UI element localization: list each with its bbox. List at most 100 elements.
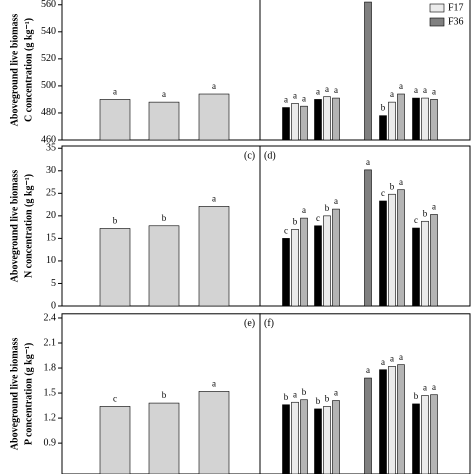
significance-letter: a: [162, 89, 166, 99]
bar: [99, 99, 131, 141]
significance-letter: a: [414, 85, 418, 95]
significance-letter: a: [302, 205, 306, 215]
bar: [397, 364, 405, 474]
bar: [379, 115, 387, 141]
panel-label: (f): [264, 318, 274, 329]
y-tick-label: 520: [41, 53, 56, 64]
legend-swatch: [429, 3, 445, 13]
significance-letter: b: [162, 213, 167, 223]
y-tick-label: 0: [51, 300, 56, 311]
y-tick-label: 30: [46, 165, 56, 176]
bar: [198, 93, 230, 141]
significance-letter: a: [113, 86, 117, 96]
significance-letter: b: [325, 203, 330, 213]
bar: [314, 408, 322, 474]
significance-letter: a: [399, 352, 403, 362]
significance-letter: a: [212, 193, 216, 203]
significance-letter: b: [381, 103, 386, 113]
bar: [332, 208, 340, 307]
significance-letter: a: [432, 382, 436, 392]
y-tick-label: 2.4: [44, 312, 57, 323]
legend-swatch: [429, 17, 445, 27]
y-axis-title: Aboveground live biomass: [9, 337, 20, 450]
panel: 460 480 500 520 540 560 Aboveground live bioma…: [9, 0, 261, 145]
bar: [421, 395, 429, 474]
bar: [412, 227, 420, 307]
panel-label: (e): [244, 318, 255, 329]
bar: [388, 366, 396, 474]
significance-letter: b: [423, 208, 428, 218]
bar: [291, 103, 299, 141]
bar: [430, 394, 438, 474]
bar: [198, 206, 230, 307]
significance-letter: a: [423, 383, 427, 393]
bar: [430, 214, 438, 307]
significance-letter: a: [293, 389, 297, 399]
significance-letter: a: [366, 157, 370, 167]
significance-letter: a: [212, 81, 216, 91]
significance-letter: a: [399, 177, 403, 187]
y-tick-label: 560: [41, 0, 56, 10]
bar: [412, 403, 420, 474]
y-tick-label: 15: [46, 233, 56, 244]
significance-letter: a: [334, 388, 338, 398]
significance-letter: b: [284, 392, 289, 402]
bar: [198, 391, 230, 474]
y-tick-label: 1.2: [44, 412, 57, 423]
panel: 0 5 10 15 20 25 30 35 Aboveground live biomass N …: [9, 143, 261, 311]
bar: [282, 107, 290, 141]
y-tick-label: 500: [41, 80, 56, 91]
y-tick-label: 1.8: [44, 362, 57, 373]
bar: [364, 1, 372, 141]
significance-letter: a: [423, 85, 427, 95]
bar: [300, 217, 308, 307]
bar: [291, 229, 299, 307]
y-tick-label: 25: [46, 188, 56, 199]
bar: [99, 228, 131, 307]
bar: [332, 97, 340, 141]
significance-letter: a: [390, 89, 394, 99]
bar: [148, 402, 180, 474]
bar: [379, 369, 387, 474]
y-axis-title: C concentration (g kg⁻¹): [23, 18, 34, 122]
y-tick-label: 0.9: [44, 437, 57, 448]
significance-letter: a: [302, 93, 306, 103]
y-tick-label: 540: [41, 26, 56, 37]
bar: [323, 406, 331, 474]
significance-letter: b: [414, 391, 419, 401]
bar: [148, 101, 180, 141]
significance-letter: b: [162, 390, 167, 400]
bar: [314, 99, 322, 141]
bar: [332, 400, 340, 474]
significance-letter: c: [316, 213, 320, 223]
y-tick-label: 10: [46, 255, 56, 266]
significance-letter: b: [390, 181, 395, 191]
significance-letter: b: [316, 396, 321, 406]
panel-label: (c): [244, 150, 255, 161]
bar: [291, 401, 299, 474]
significance-letter: c: [381, 188, 385, 198]
bar: [421, 97, 429, 141]
y-tick-label: 35: [46, 143, 56, 154]
significance-letter: b: [302, 387, 307, 397]
bar: [148, 225, 180, 307]
bar: [99, 406, 131, 474]
significance-letter: a: [212, 378, 216, 388]
significance-letter: a: [381, 357, 385, 367]
bar: [397, 189, 405, 307]
y-tick-label: 460: [41, 134, 56, 145]
panel: 0.9 1.2 1.5 1.8 2.1 2.4 Aboveground live bioma…: [9, 312, 261, 474]
significance-letter: a: [284, 95, 288, 105]
bar: [412, 97, 420, 141]
y-tick-label: 20: [46, 210, 56, 221]
bar: [300, 105, 308, 141]
significance-letter: c: [284, 225, 288, 235]
y-tick-label: 480: [41, 107, 56, 118]
significance-letter: a: [316, 86, 320, 96]
bar: [397, 93, 405, 141]
bar: [364, 377, 372, 474]
significance-letter: b: [113, 216, 118, 226]
legend-label: F17: [448, 2, 464, 13]
